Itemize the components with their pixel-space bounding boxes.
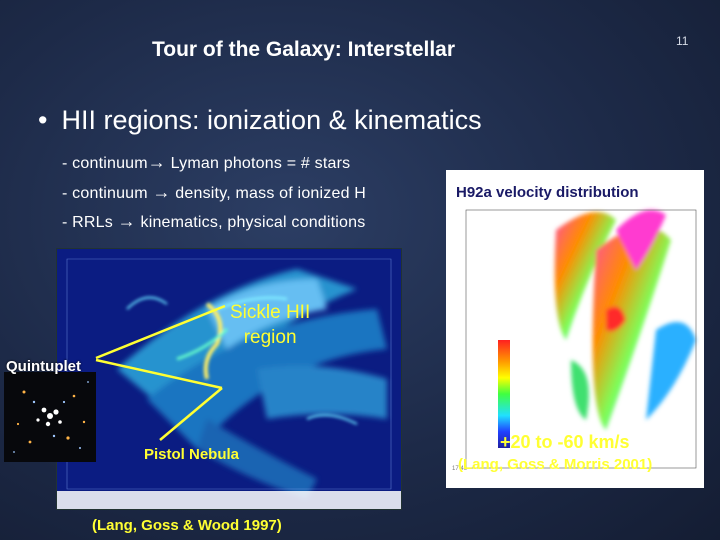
bullet-2-prefix: - continuum	[62, 185, 153, 202]
bullet-line-3: - RRLs → kinematics, physical conditions	[62, 211, 365, 232]
sickle-label: Sickle HII region	[230, 300, 310, 350]
arrow-right-icon: →	[117, 211, 136, 231]
svg-text:17 46: 17 46	[452, 466, 468, 472]
velocity-map-title: H92a velocity distribution	[456, 184, 639, 201]
velocity-distribution-map: 17 46	[446, 170, 704, 488]
velocity-map-graphic: 17 46	[446, 170, 704, 488]
sickle-radio-image-graphic	[57, 249, 401, 509]
bullet-1-suffix: Lyman photons = # stars	[166, 155, 351, 172]
page-number: 11	[676, 34, 689, 48]
sickle-label-line2: region	[243, 327, 297, 348]
sickle-label-line1: Sickle HII	[230, 302, 311, 323]
slide-heading: • HII regions: ionization & kinematics	[38, 105, 482, 136]
quintuplet-label: Quintuplet	[6, 358, 81, 375]
quintuplet-cluster-graphic	[4, 372, 96, 462]
quintuplet-cluster-image	[4, 372, 96, 462]
slide-title: Tour of the Galaxy: Interstellar	[152, 38, 456, 61]
sickle-radio-image	[56, 248, 402, 510]
bullet-3-prefix: - RRLs	[62, 214, 118, 231]
bullet-1-prefix: - continuum	[62, 155, 148, 172]
heading-text: HII regions: ionization & kinematics	[61, 105, 482, 135]
bullet-3-suffix: kinematics, physical conditions	[135, 214, 366, 231]
bullet-line-2: - continuum → density, mass of ionized H	[62, 182, 366, 203]
arrow-right-icon: →	[152, 182, 171, 202]
bullet-2-suffix: density, mass of ionized H	[170, 185, 367, 202]
bullet-dot: •	[38, 105, 48, 135]
left-figure-credit: (Lang, Goss & Wood 1997)	[92, 517, 282, 534]
right-figure-credit: (Lang, Goss & Morris 2001)	[458, 456, 653, 473]
velocity-range-label: +20 to -60 km/s	[500, 432, 630, 452]
pistol-nebula-label: Pistol Nebula	[144, 446, 240, 463]
arrow-right-icon: →	[147, 152, 166, 172]
bullet-line-1: - continuum→ Lyman photons = # stars	[62, 152, 350, 173]
